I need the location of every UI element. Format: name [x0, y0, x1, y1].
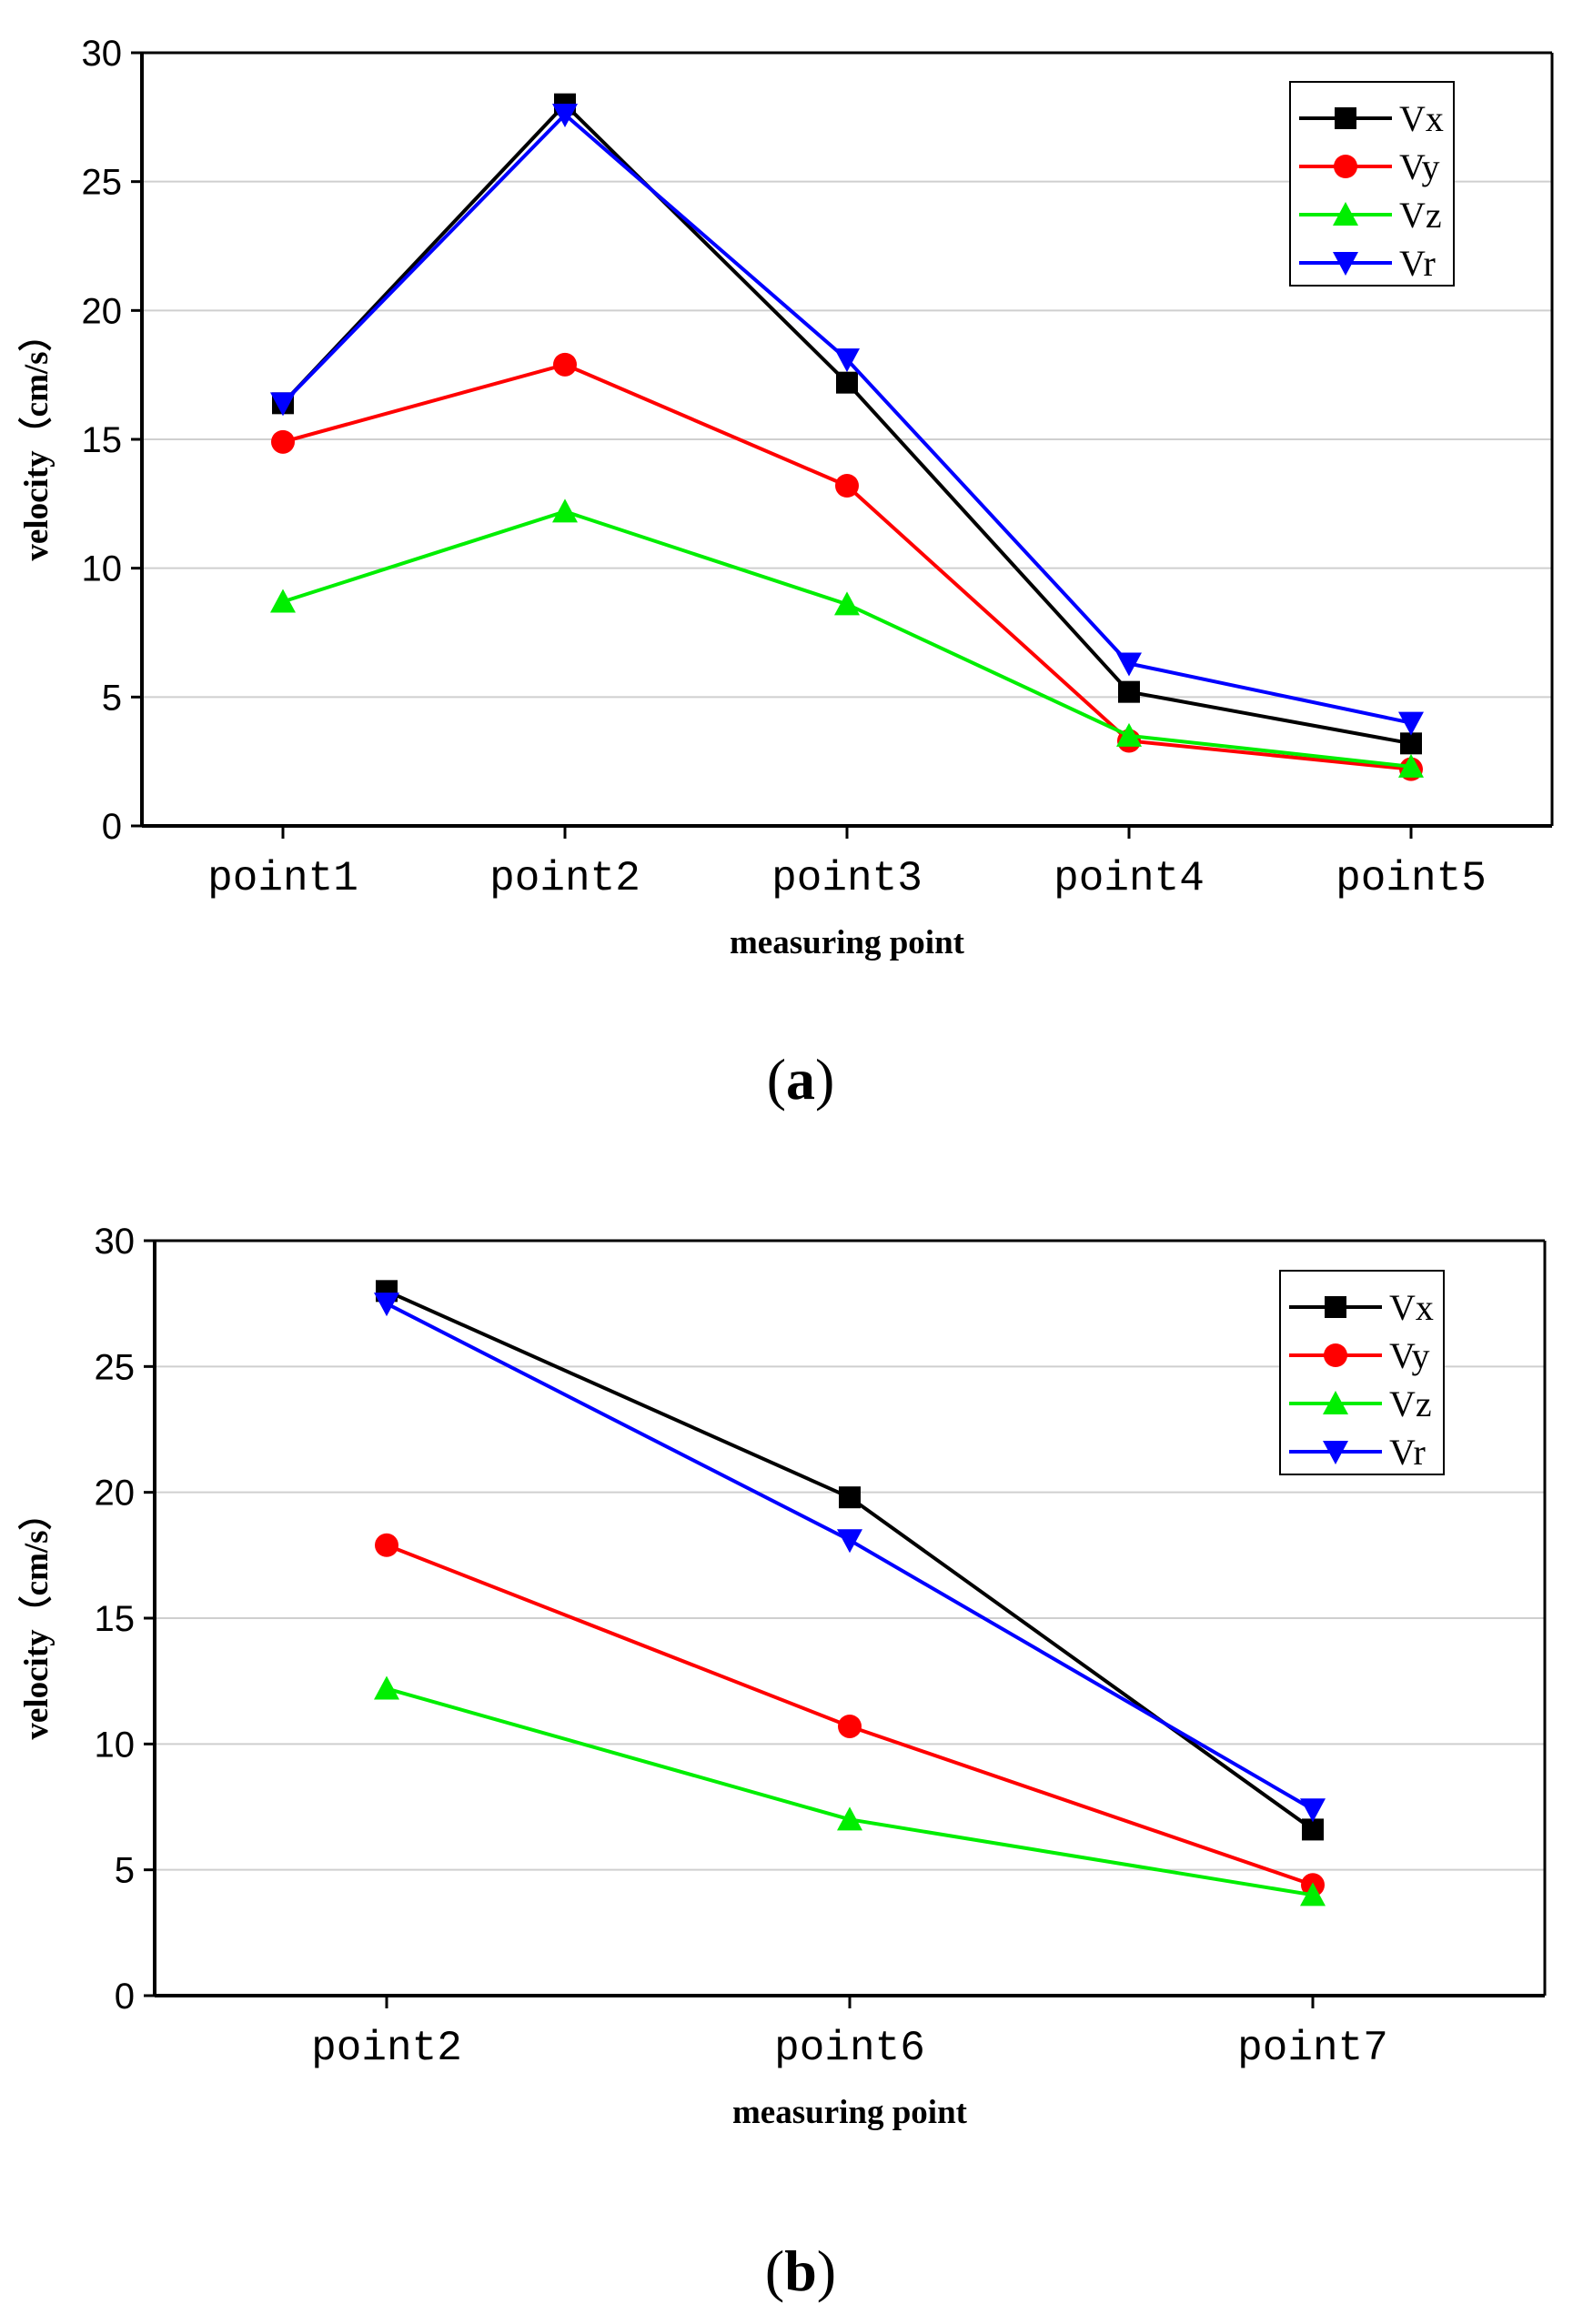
y-tick-label: 0 — [115, 1977, 135, 2017]
y-tick-label: 30 — [82, 34, 123, 74]
chart-panel-a: 0 5 10 15 20 25 30 point1 point2 point3 point4 poin… — [17, 34, 1554, 1112]
data-point-vz — [552, 498, 578, 523]
data-point-vz — [1398, 753, 1424, 778]
data-point-vr — [1398, 711, 1424, 736]
chart-a-svg: 0 5 10 15 20 25 30 point1 point2 point3 point4 poin… — [17, 34, 1554, 1112]
x-axis-title: measuring point — [732, 2094, 968, 2131]
data-point-vx — [1400, 732, 1422, 755]
legend-marker-vy — [1334, 155, 1357, 178]
x-tick-label: point2 — [489, 855, 640, 902]
y-tick-label: 10 — [95, 1725, 136, 1765]
legend-marker-vr — [1333, 252, 1358, 276]
panel-caption: (a) — [767, 1047, 835, 1112]
x-tick-label: point6 — [774, 2025, 925, 2072]
legend-marker-vr — [1323, 1441, 1348, 1464]
y-tick-label: 5 — [115, 1851, 135, 1891]
y-tick-label: 25 — [95, 1347, 136, 1387]
legend-marker-vx — [1325, 1296, 1346, 1318]
data-point-vr — [834, 348, 860, 373]
legend-box — [1289, 81, 1455, 287]
y-tick-label: 5 — [102, 678, 122, 718]
chart-b-svg: 0 5 10 15 20 25 30 point2 point6 point7 measuring … — [17, 1222, 1547, 2303]
legend-label-vx: Vx — [1399, 98, 1444, 139]
legend-marker-vx — [1335, 107, 1356, 129]
y-tick-label: 20 — [82, 291, 123, 331]
data-point-vx — [839, 1486, 861, 1509]
y-axis-title: velocity（cm/s） — [17, 1496, 55, 1739]
legend: Vx Vy Vz Vr — [1279, 1270, 1445, 1475]
legend-label-vz: Vz — [1399, 195, 1442, 236]
legend-label-vx: Vx — [1389, 1287, 1434, 1328]
x-axis-title: measuring point — [730, 924, 965, 961]
data-point-vr — [1300, 1798, 1326, 1823]
data-point-vx — [1302, 1818, 1324, 1841]
x-tick-label: point5 — [1336, 855, 1487, 902]
series-vr — [270, 104, 1424, 736]
x-tick-label: point4 — [1054, 855, 1205, 902]
data-point-vz — [1116, 722, 1142, 747]
y-tick-label: 25 — [82, 163, 123, 203]
legend-label-vr: Vr — [1389, 1432, 1426, 1473]
legend-label-vr: Vr — [1399, 243, 1436, 284]
data-point-vz — [1300, 1882, 1326, 1906]
data-point-vz — [834, 591, 860, 616]
data-point-vy — [838, 1714, 862, 1738]
data-point-vz — [270, 589, 296, 613]
series-vz — [270, 498, 1424, 778]
legend-box — [1279, 1270, 1445, 1475]
legend-marker-vz — [1333, 202, 1358, 226]
data-point-vy — [553, 352, 577, 377]
legend-marker-vz — [1323, 1391, 1348, 1414]
data-point-vz — [837, 1806, 862, 1831]
data-point-vr — [552, 104, 578, 127]
x-tick-label: point3 — [771, 855, 923, 902]
data-point-vr — [374, 1293, 399, 1317]
y-tick-label: 20 — [95, 1474, 136, 1514]
data-point-vz — [374, 1675, 399, 1700]
data-point-vr — [837, 1529, 862, 1554]
legend-label-vy: Vy — [1399, 146, 1439, 187]
chart-panel-b: 0 5 10 15 20 25 30 point2 point6 point7 measuring … — [0, 1162, 1593, 2324]
series-vr — [374, 1293, 1326, 1823]
panel-caption: (b) — [765, 2238, 836, 2303]
x-tick-label: point2 — [311, 2025, 462, 2072]
data-point-vy — [375, 1533, 398, 1557]
y-axis-title: velocity（cm/s） — [17, 317, 55, 560]
legend-label-vz: Vz — [1389, 1383, 1432, 1424]
legend: Vx Vy Vz Vr — [1289, 81, 1455, 287]
x-tick-label: point7 — [1237, 2025, 1388, 2072]
y-tick-label: 10 — [82, 549, 123, 589]
y-tick-label: 0 — [102, 807, 122, 847]
y-tick-label: 15 — [95, 1599, 136, 1639]
y-tick-label: 30 — [95, 1222, 136, 1262]
data-point-vy — [271, 429, 295, 454]
series-vz — [374, 1675, 1326, 1906]
data-point-vr — [270, 392, 296, 417]
x-tick-label: point1 — [207, 855, 358, 902]
legend-label-vy: Vy — [1389, 1335, 1429, 1376]
data-point-vr — [1116, 652, 1142, 677]
data-point-vx — [1118, 680, 1140, 703]
y-tick-label: 15 — [82, 420, 123, 460]
data-point-vy — [835, 474, 859, 498]
legend-marker-vy — [1324, 1343, 1347, 1367]
data-point-vx — [836, 371, 858, 394]
